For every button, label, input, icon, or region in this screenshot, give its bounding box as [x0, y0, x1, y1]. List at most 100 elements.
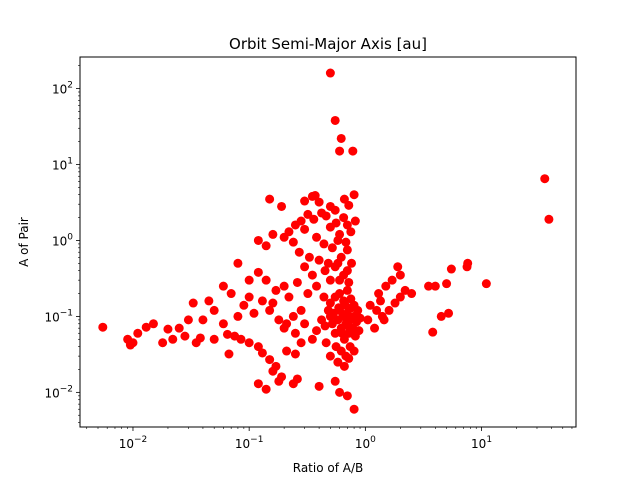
- data-point: [274, 315, 284, 325]
- x-axis-label: Ratio of A/B: [293, 461, 364, 475]
- data-point: [384, 305, 394, 315]
- data-point: [370, 323, 380, 333]
- x-tick-label: 100: [355, 435, 376, 451]
- data-point: [341, 237, 351, 247]
- data-point: [239, 300, 249, 310]
- data-point: [284, 227, 294, 237]
- data-point: [342, 266, 352, 276]
- data-point: [296, 338, 306, 348]
- data-point: [335, 289, 345, 299]
- data-point: [463, 258, 473, 268]
- data-point: [292, 277, 302, 287]
- data-point: [268, 366, 278, 376]
- data-point: [290, 328, 300, 338]
- data-point: [148, 319, 158, 329]
- data-point: [325, 298, 335, 308]
- data-point: [233, 311, 243, 321]
- data-point: [365, 300, 375, 310]
- data-point: [363, 315, 373, 325]
- data-point: [349, 300, 359, 310]
- data-point: [343, 321, 353, 331]
- data-point: [390, 298, 400, 308]
- data-point: [349, 346, 359, 356]
- data-point: [253, 267, 263, 277]
- data-point: [344, 353, 354, 363]
- data-point: [174, 323, 184, 333]
- data-point: [428, 327, 438, 337]
- data-point: [312, 326, 322, 336]
- data-point: [288, 237, 298, 247]
- data-point: [226, 289, 236, 299]
- data-point: [233, 258, 243, 268]
- data-point: [330, 328, 340, 338]
- data-point: [257, 348, 267, 358]
- data-point: [331, 218, 341, 228]
- x-tick-label: 10−2: [119, 435, 148, 451]
- data-point: [296, 305, 306, 315]
- data-point: [125, 340, 135, 350]
- data-point: [265, 194, 275, 204]
- data-point: [442, 279, 452, 289]
- data-point: [268, 229, 278, 239]
- data-point: [339, 213, 349, 223]
- data-point: [261, 275, 271, 285]
- data-point: [209, 334, 219, 344]
- data-point: [307, 334, 317, 344]
- data-point: [320, 266, 330, 276]
- data-point: [271, 285, 281, 295]
- data-point: [195, 333, 205, 343]
- data-point: [337, 328, 347, 338]
- y-tick-label: 101: [52, 156, 73, 172]
- data-point: [355, 313, 365, 323]
- data-point: [333, 258, 343, 268]
- data-point: [333, 235, 343, 245]
- data-point: [268, 298, 278, 308]
- x-axis: 10−2 10−1 100 101: [86, 427, 573, 451]
- data-point: [244, 338, 254, 348]
- data-point: [284, 292, 294, 302]
- y-tick-label: 100: [52, 232, 73, 248]
- data-point: [335, 387, 345, 397]
- data-point: [312, 281, 322, 291]
- data-point: [303, 209, 313, 219]
- y-axis: 10−2 10−1 100 101 102: [44, 65, 80, 423]
- data-point: [163, 324, 173, 334]
- data-point: [379, 315, 389, 325]
- data-point: [346, 227, 356, 237]
- data-point: [348, 146, 358, 156]
- data-point: [350, 216, 360, 226]
- data-point: [304, 252, 314, 262]
- data-point: [336, 133, 346, 143]
- data-point: [376, 296, 385, 306]
- data-point: [381, 281, 391, 291]
- data-point: [544, 214, 554, 224]
- y-tick-label: 10−1: [44, 308, 73, 324]
- data-point: [98, 322, 108, 332]
- data-point: [282, 346, 292, 356]
- data-point: [300, 196, 310, 206]
- data-point: [481, 279, 491, 289]
- data-point: [354, 326, 364, 336]
- data-point: [292, 374, 302, 384]
- data-point: [335, 146, 345, 156]
- data-point: [330, 205, 340, 215]
- data-point: [344, 200, 354, 210]
- y-axis-label: A of Pair: [17, 217, 31, 267]
- data-point: [393, 262, 403, 272]
- data-point: [294, 247, 304, 257]
- data-point: [257, 296, 267, 306]
- data-point: [344, 277, 354, 287]
- data-point: [407, 289, 417, 299]
- data-point: [265, 355, 275, 365]
- data-point: [325, 351, 335, 361]
- data-point: [261, 241, 271, 251]
- data-point: [218, 319, 228, 329]
- plot-area: [98, 68, 554, 414]
- data-point: [309, 214, 319, 224]
- data-point: [320, 321, 330, 331]
- data-point: [347, 258, 357, 268]
- x-tick-label: 10−1: [235, 435, 264, 451]
- y-tick-label: 10−2: [44, 384, 73, 400]
- data-point: [328, 308, 338, 318]
